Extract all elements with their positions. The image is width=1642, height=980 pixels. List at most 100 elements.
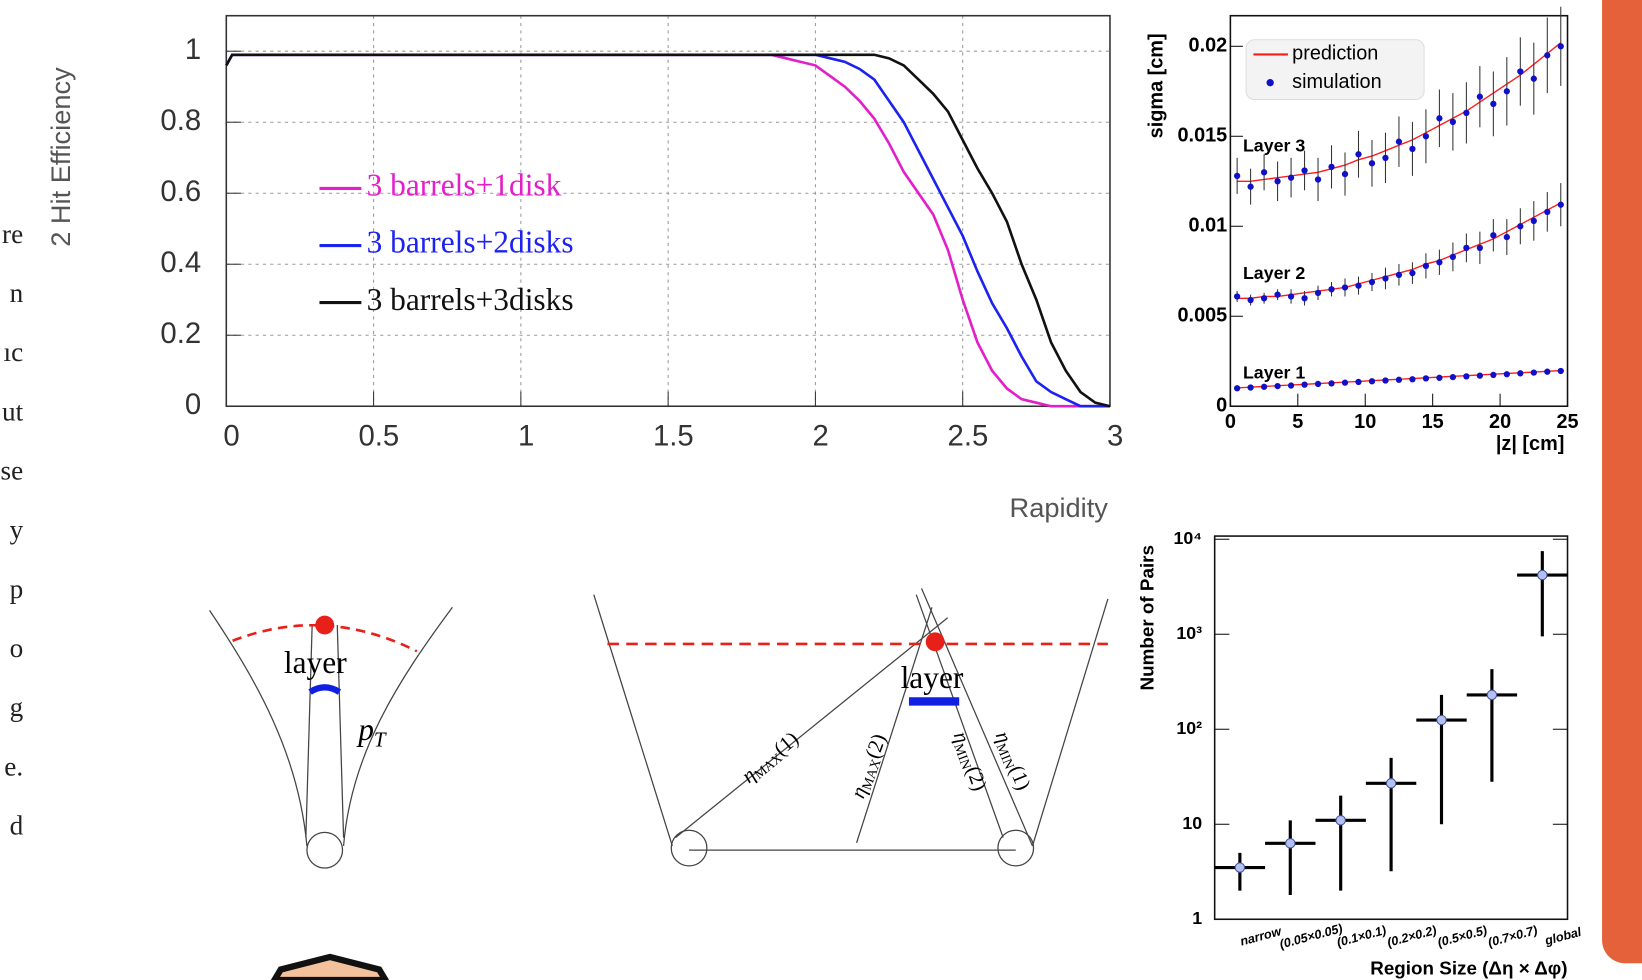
plot-frame [225, 14, 1111, 408]
y-axis-label: Number of Pairs [1137, 545, 1158, 690]
hit [315, 615, 335, 635]
simulation-point [1409, 145, 1416, 153]
simulation-point [1503, 88, 1510, 95]
eta-label: ηMIN(1) [990, 728, 1037, 794]
icon [270, 953, 390, 980]
eta-label: ηMAX(2) [845, 730, 892, 801]
simulation-point [1355, 378, 1362, 386]
simulation-point [1301, 167, 1308, 174]
side-text-line: o [10, 633, 24, 663]
side-band [1602, 0, 1642, 964]
x-tick-label: (0.05×0.05) [1278, 921, 1344, 951]
legend-label: 3 barrels+3disks [367, 282, 574, 317]
y-tick-label: 0.005 [1177, 305, 1227, 327]
simulation-point [1476, 372, 1484, 379]
eta-line [915, 594, 1004, 838]
beam-spot [670, 829, 708, 867]
pt-label: pT [356, 712, 387, 751]
y-tick-label: 10⁴ [1174, 528, 1203, 548]
y-tick-label: 0.6 [160, 175, 201, 208]
simulation-point [1557, 367, 1564, 375]
x-tick-label: 1.5 [653, 419, 694, 452]
simulation-point [1247, 384, 1254, 391]
simulation-point [1476, 93, 1484, 100]
y-tick-label: 0.015 [1177, 125, 1227, 147]
simulation-point [1382, 377, 1389, 384]
data-point [1285, 838, 1296, 849]
beam-spot [306, 831, 344, 869]
x-tick-label: 5 [1292, 411, 1303, 433]
simulation-point [1233, 172, 1241, 180]
simulation-point [1503, 371, 1510, 378]
simulation-point [1436, 259, 1443, 266]
x-tick-label: 20 [1489, 411, 1511, 433]
x-tick-label: narrow [1239, 924, 1284, 949]
x-axis-label: |z| [cm] [1496, 433, 1565, 455]
side-text-line: ut [2, 396, 24, 426]
x-tick-label: (0.1×0.1) [1335, 923, 1387, 950]
track-line [305, 625, 313, 838]
y-axis-label: 2 Hit Efficiency [45, 67, 76, 247]
simulation-point [1287, 382, 1295, 389]
beam-spot [997, 829, 1035, 867]
y-tick-label: 0.2 [160, 317, 201, 350]
track-curve [209, 610, 308, 847]
x-tick-label: 0 [223, 419, 239, 452]
simulation-point [1368, 278, 1376, 286]
y-tick-label: 0.01 [1189, 215, 1228, 237]
simulation-point [1260, 383, 1268, 390]
simulation-point [1247, 183, 1254, 190]
x-tick-label: 10 [1354, 411, 1376, 433]
simulation-point [1260, 169, 1268, 176]
data-point [1234, 862, 1246, 873]
y-tick-label: 0 [1216, 394, 1227, 416]
data-point [1537, 569, 1548, 581]
simulation-point [1355, 151, 1362, 158]
simulation-point [1449, 373, 1457, 381]
legend-label: 3 barrels+2disks [367, 225, 574, 260]
y-tick-label: 0.8 [160, 104, 201, 137]
layer-label: Layer 3 [1243, 135, 1305, 155]
side-text-line: ıc [4, 337, 24, 367]
simulation-point [1557, 43, 1564, 50]
simulation-point [1530, 369, 1537, 376]
x-tick-label: 3 [1107, 419, 1123, 452]
simulation-point [1503, 233, 1510, 241]
simulation-point [1463, 109, 1470, 117]
data-point [1335, 815, 1346, 826]
x-tick-label: (0.2×0.2) [1386, 923, 1438, 950]
y-tick-label: 1 [185, 33, 201, 66]
legend-label: prediction [1292, 43, 1378, 65]
simulation-point [1409, 269, 1416, 277]
side-text-line: g [10, 692, 24, 722]
pt-symbol: p [356, 712, 374, 747]
simulation-point [1274, 382, 1281, 390]
simulation-point [1422, 133, 1430, 140]
y-axis-label: sigma [cm] [1145, 33, 1167, 138]
simulation-point [1476, 244, 1484, 252]
data-point [1385, 778, 1397, 789]
eta-label: ηMAX(1) [736, 726, 803, 788]
simulation-point [1544, 52, 1551, 59]
side-text-line: y [10, 515, 24, 545]
y-tick-label: 1 [1192, 908, 1202, 928]
side-text-line: se [0, 455, 23, 485]
layer-label: layer [901, 660, 964, 695]
simulation-point [1544, 208, 1551, 216]
layer-segment [308, 684, 342, 695]
x-tick-label: 0 [1225, 411, 1236, 433]
simulation-point [1368, 160, 1376, 167]
simulation-point [1530, 75, 1537, 82]
simulation-point [1517, 223, 1524, 230]
side-text-line: p [10, 574, 24, 604]
x-tick-label: 1 [518, 419, 534, 452]
simulation-point [1314, 380, 1322, 388]
simulation-point [1328, 163, 1335, 171]
simulation-point [1287, 293, 1295, 300]
y-tick-label: 10³ [1176, 623, 1202, 643]
simulation-point [1463, 373, 1470, 380]
y-tick-label: 0.4 [160, 246, 201, 279]
simulation-point [1341, 170, 1349, 178]
